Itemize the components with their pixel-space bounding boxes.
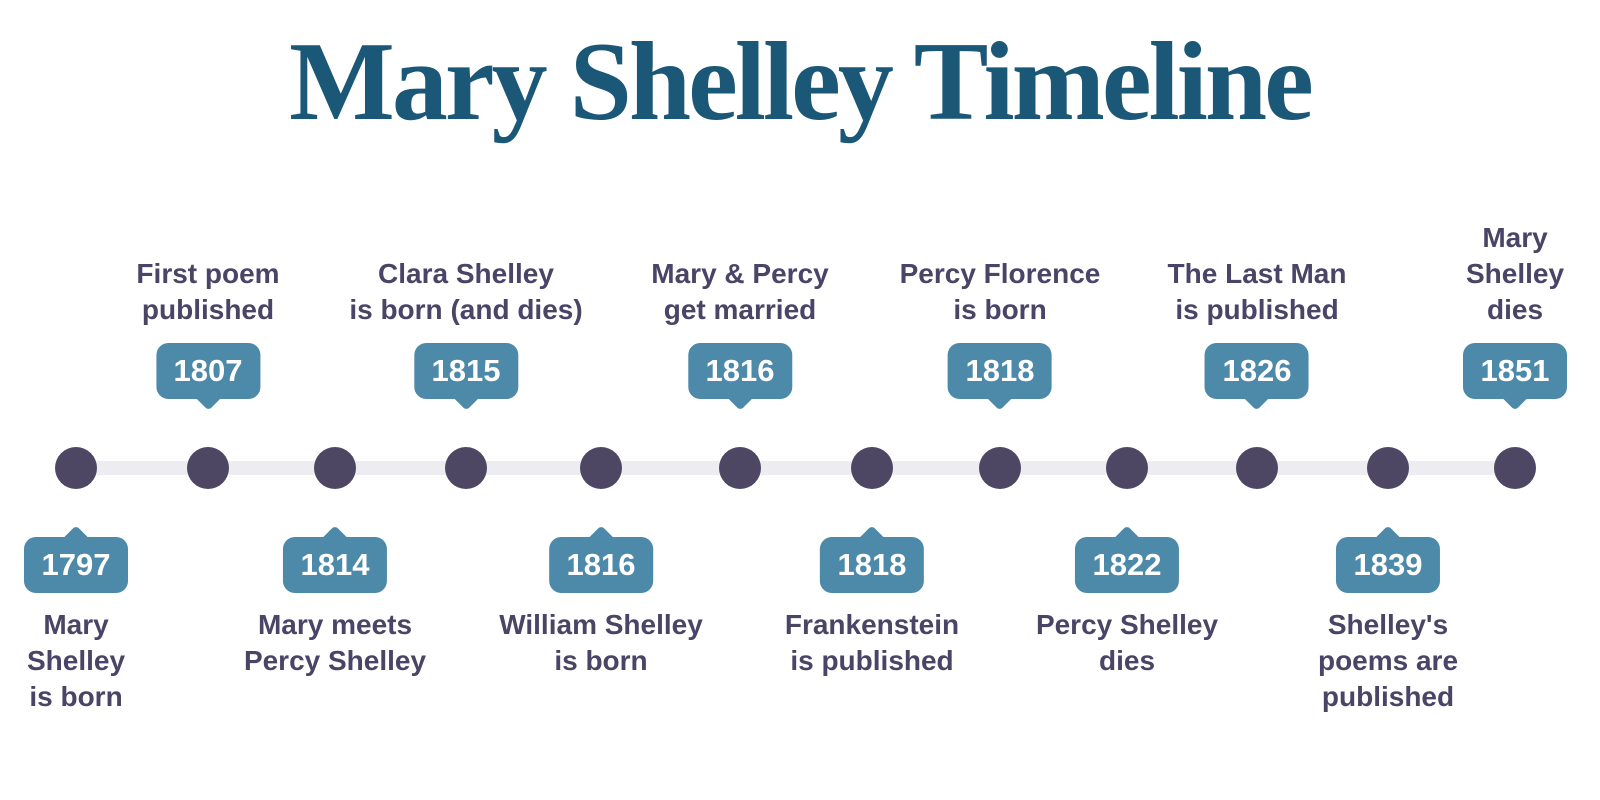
year-label: 1818	[837, 547, 907, 582]
year-badge: 1851	[1463, 343, 1567, 399]
year-label: 1797	[41, 547, 111, 582]
page-title: Mary Shelley Timeline	[289, 20, 1314, 144]
year-label: 1814	[300, 547, 370, 582]
year-badge: 1822	[1075, 537, 1179, 593]
event-label: Mary meets Percy Shelley	[243, 609, 427, 676]
year-label: 1851	[1480, 353, 1550, 388]
year-label: 1807	[173, 353, 243, 388]
year-label: 1816	[705, 353, 775, 388]
year-label: 1815	[431, 353, 501, 388]
year-label: 1826	[1222, 353, 1292, 388]
timeline-event-1851-11: Mary Shelley dies 1851	[1463, 220, 1567, 399]
year-badge: 1814	[283, 537, 387, 593]
timeline-event-1816-4: 1816 William Shelley is born	[499, 537, 703, 679]
timeline-event-1818-7: Percy Florence is born 1818	[899, 256, 1101, 399]
timeline-event-1815-3: Clara Shelley is born (and dies) 1815	[349, 256, 583, 399]
timeline-dot-1826	[1236, 447, 1278, 489]
timeline-event-1797-0: 1797 Mary Shelley is born	[24, 537, 128, 715]
timeline-event-1818-6: 1818 Frankenstein is published	[785, 537, 959, 679]
year-badge: 1797	[24, 537, 128, 593]
event-label: William Shelley is born	[499, 609, 703, 676]
event-label: Mary Shelley is born	[26, 609, 126, 712]
timeline-dot-1816	[580, 447, 622, 489]
year-label: 1816	[566, 547, 636, 582]
event-label: Mary Shelley dies	[1465, 222, 1565, 325]
timeline-event-1816-5: Mary & Percy get married 1816	[651, 256, 829, 399]
timeline-event-1822-8: 1822 Percy Shelley dies	[1036, 537, 1218, 679]
timeline-dot-1797	[55, 447, 97, 489]
timeline-event-1839-10: 1839 Shelley's poems are published	[1318, 537, 1458, 715]
event-label: Frankenstein is published	[784, 609, 960, 676]
timeline-event-1814-2: 1814 Mary meets Percy Shelley	[244, 537, 426, 679]
timeline-event-1826-9: The Last Man is published 1826	[1167, 256, 1347, 399]
year-label: 1822	[1092, 547, 1162, 582]
timeline-dot-1815	[445, 447, 487, 489]
timeline-dot-1818	[979, 447, 1021, 489]
year-label: 1818	[965, 353, 1035, 388]
year-badge: 1826	[1204, 343, 1309, 399]
timeline-dot-1807	[187, 447, 229, 489]
year-badge: 1818	[820, 537, 924, 593]
event-label: First poem published	[136, 258, 280, 325]
year-badge: 1816	[688, 343, 792, 399]
year-badge: 1839	[1335, 537, 1440, 593]
timeline-dot-1851	[1494, 447, 1536, 489]
timeline-dot-1816	[719, 447, 761, 489]
year-badge: 1815	[413, 343, 518, 399]
year-badge: 1816	[548, 537, 653, 593]
year-badge: 1818	[948, 343, 1052, 399]
timeline-dot-1822	[1106, 447, 1148, 489]
event-label: Clara Shelley is born (and dies)	[349, 258, 583, 325]
year-label: 1839	[1353, 547, 1423, 582]
event-label: Percy Shelley dies	[1035, 609, 1219, 676]
timeline-dot-1814	[314, 447, 356, 489]
event-label: The Last Man is published	[1167, 258, 1347, 325]
timeline-dot-1818	[851, 447, 893, 489]
event-label: Shelley's poems are published	[1317, 609, 1459, 712]
year-badge: 1807	[155, 343, 260, 399]
timeline-line	[76, 461, 1514, 475]
event-label: Mary & Percy get married	[651, 258, 829, 325]
timeline-dot-1839	[1367, 447, 1409, 489]
event-label: Percy Florence is born	[899, 258, 1101, 325]
timeline-event-1807-1: First poem published 1807	[136, 256, 280, 399]
